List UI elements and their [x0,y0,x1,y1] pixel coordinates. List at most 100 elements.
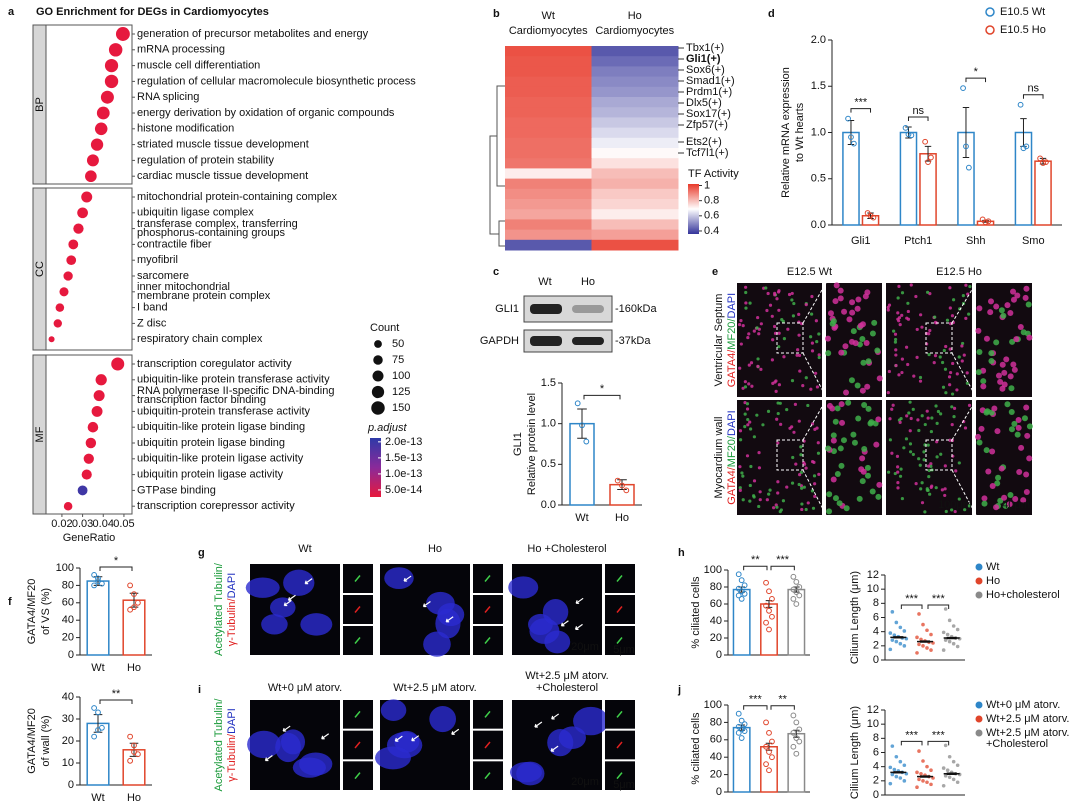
data-point [763,602,769,609]
data-point [943,607,948,611]
cell [900,313,904,317]
significance-label: *** [749,694,763,706]
significance-bracket [743,565,768,571]
cell [747,332,751,336]
cell [1004,401,1011,408]
legend-label: +Cholesterol [986,738,1048,750]
cell [923,422,927,427]
data-point [769,613,775,620]
cell [743,412,747,416]
panel-letter: c [493,266,499,278]
y-tick-label: 0 [68,649,74,661]
blot-band [530,304,562,314]
data-point [925,628,929,633]
cell [998,465,1005,472]
term-label: myofibril [137,254,178,266]
cell [785,407,789,412]
significance-bracket [99,566,133,571]
data-point [769,754,775,761]
cell [773,291,777,295]
cell [949,370,953,375]
heatmap-cell [505,56,592,67]
y-axis-label: GATA4/MF20 [26,579,38,645]
cell [869,330,876,337]
cell [961,341,965,346]
cell [840,437,847,444]
data-point [1020,145,1027,152]
cell [925,487,929,491]
cell [948,383,952,387]
significance-label: ** [112,688,121,700]
color-bar-label: 5.0e-14 [385,484,422,496]
cell [797,333,801,337]
cell [748,301,752,305]
bar [86,580,110,656]
data-point [95,575,101,582]
cell [845,399,852,406]
cell [915,355,919,359]
y-tick-label: 2.0 [811,34,826,46]
cell [743,380,747,384]
size-legend-marker [374,340,382,348]
cell [830,437,837,444]
term-label: generation of precursor metabolites and … [137,28,369,40]
cell [1004,302,1011,309]
cell [827,310,834,317]
cell [939,452,943,456]
cell [991,405,998,412]
nucleus [375,746,411,770]
term-label: ubiquitin-like protein transferase activ… [137,374,330,386]
cell [744,290,748,295]
cell [941,385,946,389]
data-point [583,438,590,445]
cell [854,305,861,312]
dot [90,138,104,151]
term-label: cardiac muscle tissue development [137,170,308,182]
significance-bracket [927,604,950,609]
cell [934,404,938,408]
data-point [870,214,877,221]
cell [746,335,750,340]
cell [961,294,965,298]
cell [809,312,814,316]
cell [933,353,938,358]
cell [907,411,911,415]
cell [834,405,841,412]
cell [1017,324,1024,331]
data-point [1023,143,1030,150]
cell [967,312,971,316]
cell [851,439,858,446]
data-point [951,759,956,764]
data-point [763,719,769,726]
cell [798,369,802,373]
data-point [941,766,946,770]
y-tick-label: 0 [873,654,879,666]
cell [955,372,959,376]
panel-letter: b [493,8,500,20]
cell [1007,373,1014,380]
cell [930,416,934,420]
cell [922,450,926,454]
cell [799,445,803,449]
cell [767,492,771,496]
legend-marker [975,577,983,585]
cell [859,321,866,328]
dot [77,207,88,219]
cell [770,358,774,362]
cell [935,455,939,459]
cell [912,374,916,378]
data-point [95,578,101,584]
cell [785,485,789,489]
zoom-line [802,282,827,398]
cell [891,403,895,407]
y-tick-label: 2 [873,775,879,787]
data-point [790,596,797,602]
dot [86,154,99,167]
cell [815,385,820,389]
significance-label: ** [778,694,787,706]
data-point [915,785,919,790]
heatmap-cell [591,127,679,139]
cell [950,405,954,409]
cell [739,319,743,323]
cell [786,327,790,331]
